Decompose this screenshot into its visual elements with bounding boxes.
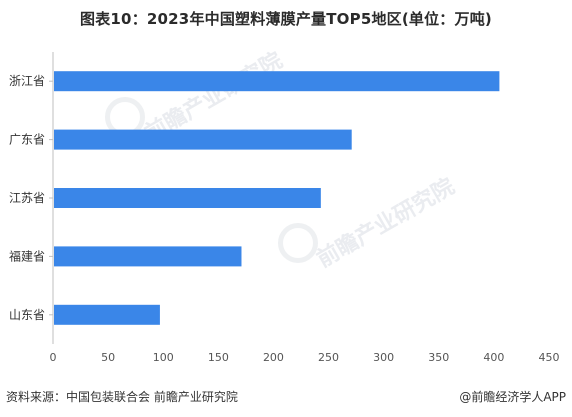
x-tick-label: 100 (153, 351, 174, 364)
y-tick-label: 浙江省 (9, 74, 45, 88)
x-tick-label: 400 (483, 351, 504, 364)
bar (54, 188, 321, 208)
y-tick-label: 广东省 (9, 133, 45, 147)
bar (54, 246, 242, 267)
y-tick-label: 福建省 (9, 248, 45, 263)
x-tick-label: 350 (428, 351, 449, 364)
x-tick-label: 200 (263, 351, 284, 364)
brand-credit: @前瞻经济学人APP (459, 390, 566, 404)
bar (54, 304, 160, 325)
x-tick-label: 250 (318, 351, 339, 364)
x-tick-label: 50 (101, 351, 115, 364)
chart-title: 图表10：2023年中国塑料薄膜产量TOP5地区(单位：万吨) (80, 10, 492, 28)
bar (54, 71, 500, 92)
y-tick-label: 江苏省 (9, 191, 45, 205)
source-note: 资料来源：中国包装联合会 前瞻产业研究院 (6, 390, 238, 404)
x-tick-label: 300 (373, 351, 394, 364)
x-tick-label: 450 (539, 351, 560, 364)
x-tick-label: 150 (208, 351, 229, 364)
y-tick-label: 山东省 (9, 308, 45, 322)
bar (54, 129, 352, 150)
x-tick-label: 0 (50, 351, 57, 364)
